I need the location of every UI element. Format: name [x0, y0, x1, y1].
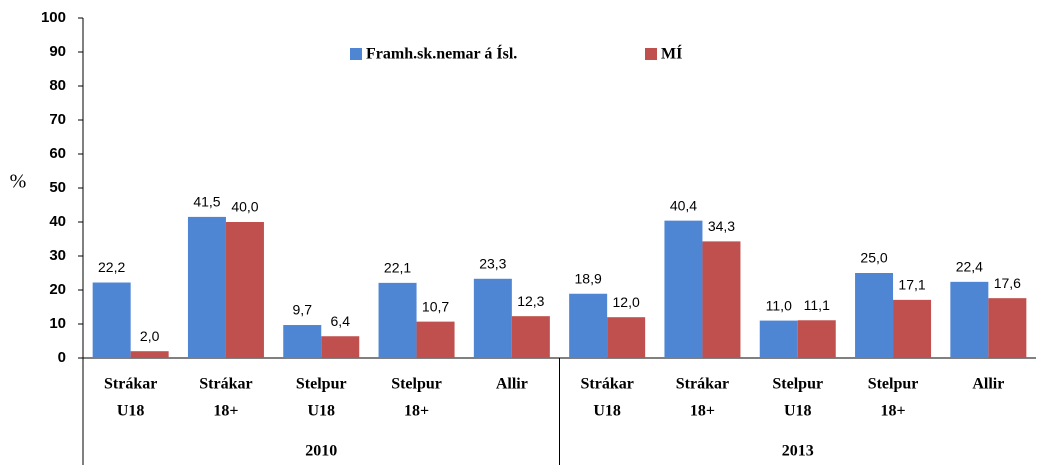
bar — [988, 298, 1027, 358]
bar — [283, 325, 322, 358]
value-label: 41,5 — [193, 194, 220, 210]
y-tick-label: 70 — [49, 111, 66, 128]
legend-label: Framh.sk.nemar á Ísl. — [366, 44, 517, 63]
value-label: 22,1 — [384, 260, 411, 276]
bar — [607, 317, 646, 358]
x-tick-label: U18 — [307, 403, 335, 420]
bar — [511, 316, 550, 358]
x-tick-label: U18 — [593, 403, 621, 420]
x-tick-label: Allir — [972, 376, 1004, 393]
value-label: 22,4 — [956, 259, 983, 275]
x-tick-label: Strákar — [199, 376, 252, 393]
value-label: 11,0 — [766, 297, 792, 313]
y-tick-label: 30 — [49, 247, 66, 264]
bar — [797, 320, 836, 358]
x-tick-label: Stelpur — [868, 376, 919, 393]
bar — [569, 293, 608, 358]
bar — [225, 222, 264, 358]
x-tick-label: U18 — [784, 403, 812, 420]
bar — [378, 282, 417, 358]
bar — [893, 299, 932, 358]
bar — [187, 216, 226, 358]
x-tick-label: Strákar — [104, 376, 157, 393]
bar — [92, 282, 131, 358]
value-label: 18,9 — [575, 270, 602, 286]
x-tick-label: Stelpur — [296, 376, 347, 393]
x-tick-label: 18+ — [404, 403, 429, 420]
y-tick-label: 60 — [49, 145, 66, 162]
value-label: 17,6 — [994, 275, 1021, 291]
y-tick-label: 90 — [49, 43, 66, 60]
bar — [130, 351, 169, 358]
value-label: 6,4 — [331, 313, 351, 329]
value-label: 2,0 — [140, 328, 160, 344]
x-tick-label: U18 — [117, 403, 145, 420]
bar — [855, 273, 894, 358]
x-tick-label: Stelpur — [772, 376, 823, 393]
group-label: 2013 — [782, 443, 814, 460]
x-tick-label: Strákar — [676, 376, 729, 393]
x-tick-label: Strákar — [580, 376, 633, 393]
value-label: 23,3 — [479, 255, 506, 271]
bar — [321, 336, 360, 358]
x-tick-label: 18+ — [690, 403, 715, 420]
legend-swatch — [645, 48, 657, 60]
value-label: 17,1 — [898, 277, 925, 293]
legend-label: MÍ — [661, 44, 682, 63]
bar — [664, 220, 703, 358]
value-label: 34,3 — [708, 218, 735, 234]
y-tick-label: 100 — [41, 9, 66, 26]
bar — [416, 321, 455, 358]
legend-swatch — [350, 48, 362, 60]
y-tick-label: 40 — [49, 213, 66, 230]
bar — [759, 320, 798, 358]
value-label: 11,1 — [804, 297, 830, 313]
value-label: 40,0 — [231, 199, 258, 215]
value-label: 12,3 — [517, 293, 544, 309]
value-label: 22,2 — [98, 259, 125, 275]
value-label: 9,7 — [293, 302, 313, 318]
y-tick-label: 50 — [49, 179, 66, 196]
y-tick-label: 80 — [49, 77, 66, 94]
group-label: 2010 — [305, 443, 337, 460]
y-tick-label: 0 — [58, 349, 66, 366]
x-tick-label: Allir — [496, 376, 528, 393]
bar — [950, 281, 989, 358]
x-tick-label: Stelpur — [391, 376, 442, 393]
value-label: 10,7 — [422, 298, 449, 314]
value-label: 12,0 — [613, 294, 640, 310]
y-axis-label: % — [10, 171, 27, 193]
y-tick-label: 20 — [49, 281, 66, 298]
bar — [473, 278, 512, 358]
value-label: 40,4 — [670, 197, 697, 213]
bar — [702, 241, 741, 358]
value-label: 25,0 — [860, 250, 887, 266]
y-tick-label: 10 — [49, 315, 66, 332]
x-tick-label: 18+ — [880, 403, 905, 420]
x-tick-label: 18+ — [213, 403, 238, 420]
